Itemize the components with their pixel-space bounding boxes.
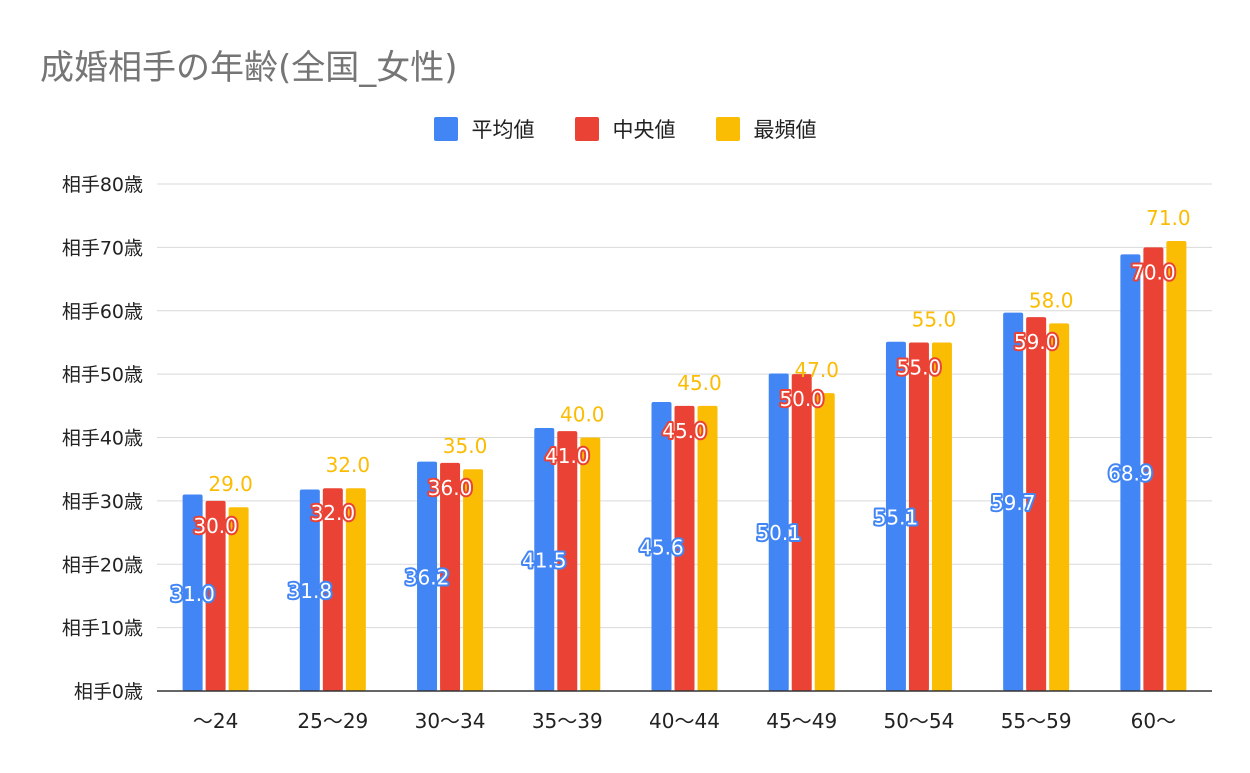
data-label: 55.0 [912,307,957,331]
bar [299,489,320,691]
data-label: 40.0 [560,403,605,427]
legend: 平均値 中央値 最頻値 [0,112,1250,146]
data-label: 45.6 [639,536,684,560]
legend-item-median: 中央値 [574,114,676,144]
y-tick-label: 相手20歳 [62,554,143,576]
data-label: 45.0 [677,371,722,395]
data-label: 45.0 [662,419,707,443]
x-tick-label: 45〜49 [766,709,837,733]
data-label: 59.7 [991,491,1036,515]
data-label: 36.0 [428,476,473,500]
y-tick-label: 相手50歳 [62,364,143,386]
y-tick-label: 相手80歳 [62,174,143,196]
x-tick-label: 55〜59 [1001,709,1072,733]
bar [791,374,812,691]
bar [1049,323,1070,691]
data-label: 41.5 [522,548,567,572]
x-tick-label: 35〜39 [532,709,603,733]
x-tick-label: 60〜 [1131,709,1176,733]
bar [885,341,906,691]
bar [674,405,695,691]
legend-swatch-mean [433,117,458,141]
bar [1026,317,1047,691]
bar [182,494,203,691]
data-label: 59.0 [1014,330,1059,354]
y-tick-label: 相手0歳 [74,681,143,703]
x-tick-label: 50〜54 [883,709,954,733]
data-label: 71.0 [1146,206,1191,230]
data-label: 70.0 [1131,260,1176,284]
y-tick-label: 相手10歳 [62,618,143,640]
x-tick-label: 40〜44 [649,709,720,733]
bar [651,402,672,691]
bar [534,427,555,691]
data-label: 29.0 [208,472,253,496]
x-tick-label: 30〜34 [415,709,486,733]
data-label: 55.1 [874,505,919,529]
data-label: 31.8 [288,579,333,603]
bar [417,461,438,691]
x-tick-label: 〜24 [193,709,238,733]
bar [1166,241,1187,691]
data-label: 36.2 [405,565,450,589]
legend-swatch-median [574,117,599,141]
legend-label-mode: 最頻値 [753,118,817,142]
data-label: 31.0 [170,582,215,606]
legend-item-mean: 平均値 [433,114,535,144]
legend-label-median: 中央値 [612,118,676,142]
legend-label-mean: 平均値 [471,118,535,142]
y-tick-label: 相手30歳 [62,491,143,513]
data-label: 30.0 [193,514,238,538]
bar [322,488,343,691]
bar [697,405,718,691]
bar [345,488,366,691]
data-label: 50.0 [779,387,824,411]
y-tick-label: 相手40歳 [62,428,143,450]
data-label: 32.0 [326,453,371,477]
x-tick-label: 25〜29 [297,709,368,733]
bar [228,507,249,691]
bar [557,431,578,691]
data-label: 50.1 [756,521,801,545]
y-tick-label: 相手60歳 [62,301,143,323]
chart-title: 成婚相手の年齢(全国_女性) [40,48,458,88]
data-label: 32.0 [311,501,356,525]
bar [1120,254,1141,691]
data-label: 68.9 [1108,462,1153,486]
bar [580,437,601,691]
data-label: 55.0 [897,355,942,379]
data-label: 41.0 [545,444,590,468]
bar [440,462,461,691]
bar [1003,312,1024,691]
bar [463,469,484,691]
legend-swatch-mode [715,117,740,141]
bar [931,342,952,691]
data-label: 35.0 [443,434,488,458]
bar [908,342,929,691]
y-tick-label: 相手70歳 [62,237,143,259]
data-label: 58.0 [1029,288,1074,312]
data-label: 47.0 [794,358,839,382]
bar [205,500,226,691]
bar [814,393,835,691]
bar [1143,247,1164,691]
legend-item-mode: 最頻値 [715,114,817,144]
bar [768,373,789,691]
